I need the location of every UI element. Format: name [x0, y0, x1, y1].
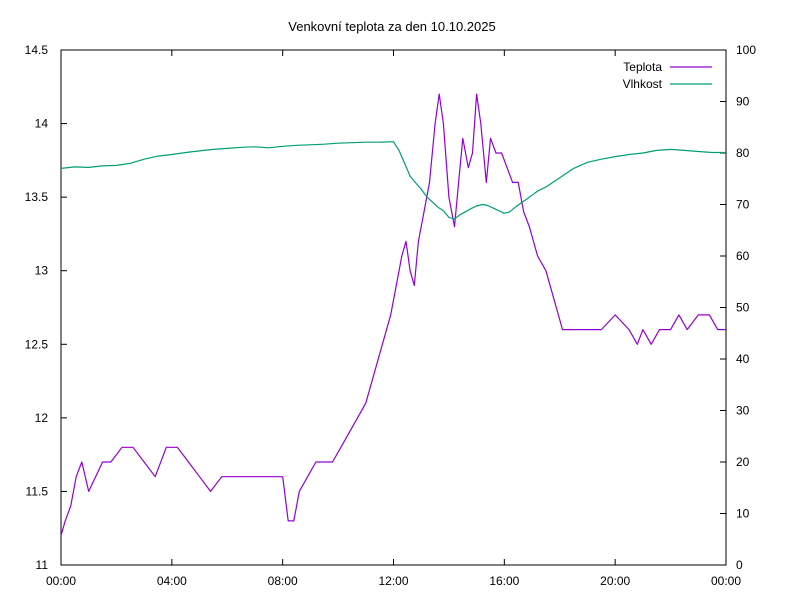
x-tick-label: 08:00	[268, 574, 298, 588]
plot-border	[60, 49, 727, 566]
series-line-vlhkost	[60, 141, 726, 220]
y-tick-label: 12	[35, 411, 49, 425]
plot-frame	[60, 49, 727, 566]
y2-tick-label: 40	[736, 352, 750, 366]
y-axis-right: 0 10 20 30 40 50 60 70 80 90 100	[720, 43, 756, 572]
y2-tick-label: 60	[736, 249, 750, 263]
chart-title: Venkovní teplota za den 10.10.2025	[288, 19, 495, 34]
y-tick-label: 11	[36, 558, 49, 572]
y2-tick-label: 20	[736, 455, 750, 469]
legend: Teplota Vlhkost	[623, 60, 712, 91]
y2-tick-label: 30	[736, 404, 750, 418]
y-tick-label: 14.5	[25, 43, 49, 57]
series-lines	[60, 93, 726, 536]
y2-tick-label: 90	[736, 95, 750, 109]
series-line-teplota	[60, 93, 726, 536]
y2-tick-label: 50	[736, 301, 750, 315]
y2-tick-label: 10	[736, 507, 750, 521]
x-tick-label: 20:00	[600, 574, 630, 588]
x-tick-label: 00:00	[46, 574, 76, 588]
y2-tick-label: 80	[736, 146, 750, 160]
legend-label: Teplota	[623, 60, 662, 74]
y2-tick-label: 100	[736, 43, 756, 57]
y-tick-label: 14	[35, 117, 49, 131]
y2-tick-label: 0	[736, 558, 743, 572]
x-tick-label: 00:00	[711, 574, 741, 588]
y-tick-label: 13.5	[25, 190, 49, 204]
y-tick-label: 13	[35, 264, 49, 278]
y-tick-label: 12.5	[25, 337, 49, 351]
y-axis-left: 11 11.5 12 12.5 13 13.5 14 14.5	[25, 43, 67, 572]
x-tick-label: 04:00	[157, 574, 187, 588]
legend-label: Vlhkost	[623, 77, 663, 91]
x-axis: 00:00 04:00 08:00 12:00 16:00 20:00 00:00	[46, 50, 741, 588]
x-tick-label: 12:00	[378, 574, 408, 588]
y-tick-label: 11.5	[26, 484, 49, 498]
x-tick-label: 16:00	[489, 574, 519, 588]
y2-tick-label: 70	[736, 198, 750, 212]
